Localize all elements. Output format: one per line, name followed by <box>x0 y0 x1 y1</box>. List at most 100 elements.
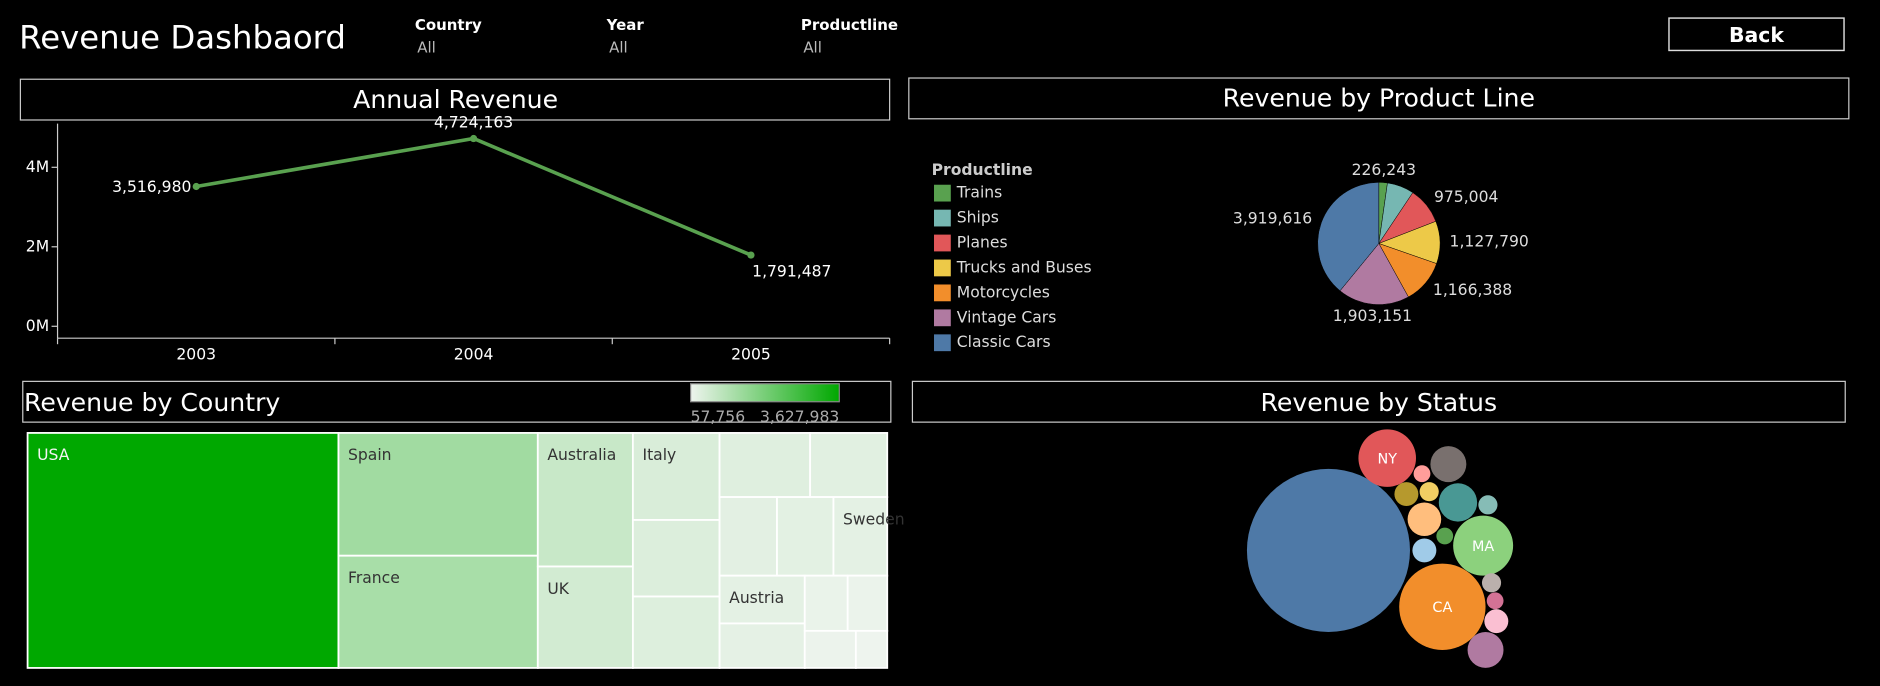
legend-label: Classic Cars <box>957 333 1051 351</box>
treemap-cell <box>803 574 849 632</box>
chart-title: Revenue by Product Line <box>1223 84 1535 113</box>
treemap-cell <box>776 496 835 577</box>
bubble <box>1358 429 1416 487</box>
treemap-cell <box>809 432 889 498</box>
bubble <box>1438 483 1478 522</box>
button-frame[interactable] <box>1668 17 1845 52</box>
treemap-cell <box>718 622 806 669</box>
button-label[interactable]: Back <box>1729 23 1784 47</box>
chart-title: Revenue by Country <box>24 388 280 417</box>
legend-label: Ships <box>957 209 999 227</box>
bubble <box>1412 538 1437 563</box>
bubble <box>1413 465 1431 483</box>
value-label: 975,004 <box>1434 188 1499 206</box>
value-label: 3,919,616 <box>1233 209 1312 227</box>
pie-slice <box>1339 243 1409 305</box>
filter[interactable]: Year All <box>606 16 645 57</box>
treemap-cell <box>854 629 889 669</box>
legend-swatch <box>934 284 951 302</box>
filter-label: Country <box>415 16 482 34</box>
value-label: 4,724,163 <box>434 113 513 131</box>
cell-label: France <box>348 569 400 587</box>
chart-title: Annual Revenue <box>353 85 558 114</box>
treemap-cell <box>718 432 812 498</box>
filter-value[interactable]: All <box>417 39 436 57</box>
y-tick-label: 2M <box>26 237 49 255</box>
value-label: 1,166,388 <box>1433 281 1512 299</box>
cell-label: Italy <box>642 446 676 464</box>
filter[interactable]: Country All <box>415 16 482 57</box>
bubble-label: NY <box>1377 451 1397 467</box>
cell-label: UK <box>547 580 569 598</box>
color-legend-label: 57,756 <box>691 408 746 426</box>
legend-swatch <box>934 209 951 227</box>
bubble <box>1467 631 1504 668</box>
panel-header <box>22 380 892 423</box>
bubble <box>1481 573 1502 593</box>
legend-label: Motorcycles <box>957 283 1050 301</box>
legend-swatch <box>934 334 951 352</box>
cell-label: USA <box>37 446 70 464</box>
treemap-cell <box>832 496 889 577</box>
panel-header <box>911 380 1846 423</box>
bubble <box>1430 446 1467 483</box>
filter-value[interactable]: All <box>609 39 628 57</box>
legend-swatch <box>934 184 951 202</box>
treemap-cell <box>631 432 721 521</box>
bubble <box>1486 592 1504 610</box>
bubble <box>1407 502 1442 537</box>
value-label: 226,243 <box>1352 161 1416 179</box>
pie-slice <box>1317 182 1380 292</box>
treemap-cell <box>846 574 889 632</box>
filter[interactable]: Productline All <box>801 16 898 57</box>
color-legend-label: 3,627,983 <box>760 408 839 426</box>
cell-label: Australia <box>547 446 616 464</box>
chart-title: Revenue by Status <box>1261 388 1498 417</box>
x-tick-label: 2004 <box>454 345 494 363</box>
value-label: 3,516,980 <box>112 178 191 196</box>
y-tick-label: 4M <box>26 158 49 176</box>
back-button[interactable]: Back <box>1668 17 1845 52</box>
dashboard-title: Revenue Dashbaord <box>19 19 346 57</box>
legend-label: Vintage Cars <box>957 308 1057 326</box>
bubble <box>1246 468 1410 632</box>
treemap-cell <box>26 432 340 669</box>
x-tick-label: 2003 <box>176 345 216 363</box>
bubble-label: MA <box>1472 539 1494 555</box>
value-label: 1,903,151 <box>1333 307 1412 325</box>
treemap-cell <box>337 554 539 669</box>
bubble <box>1419 482 1439 502</box>
y-tick-label: 0M <box>26 317 49 335</box>
filter-value[interactable]: All <box>803 39 822 57</box>
bubble <box>1436 527 1454 545</box>
bubble <box>1399 563 1486 650</box>
treemap-cell <box>536 432 634 568</box>
treemap-cell <box>631 519 721 598</box>
legend-swatch <box>934 234 951 252</box>
filter-label: Productline <box>801 16 898 34</box>
point <box>470 134 478 143</box>
point <box>747 251 755 259</box>
treemap-cell <box>718 496 778 577</box>
legend-title: Productline <box>932 161 1033 179</box>
treemap-cell <box>803 629 857 669</box>
point <box>192 182 200 191</box>
color-legend <box>690 383 840 403</box>
treemap-cell <box>631 595 721 669</box>
x-tick-label: 2005 <box>731 345 771 363</box>
cell-label: Spain <box>348 446 392 464</box>
value-label: 1,791,487 <box>752 262 831 280</box>
filter-label: Year <box>606 16 645 34</box>
bubble-label: CA <box>1432 600 1452 616</box>
legend-label: Trains <box>956 184 1003 202</box>
bubble <box>1453 515 1514 576</box>
legend-label: Planes <box>957 234 1008 252</box>
cell-label: Austria <box>729 589 784 607</box>
legend-label: Trucks and Buses <box>956 258 1092 276</box>
cell-label: Sweden <box>843 510 905 528</box>
bubble <box>1394 482 1419 507</box>
treemap-cell <box>337 432 539 557</box>
panel-header <box>19 78 891 121</box>
bubble <box>1478 495 1498 515</box>
